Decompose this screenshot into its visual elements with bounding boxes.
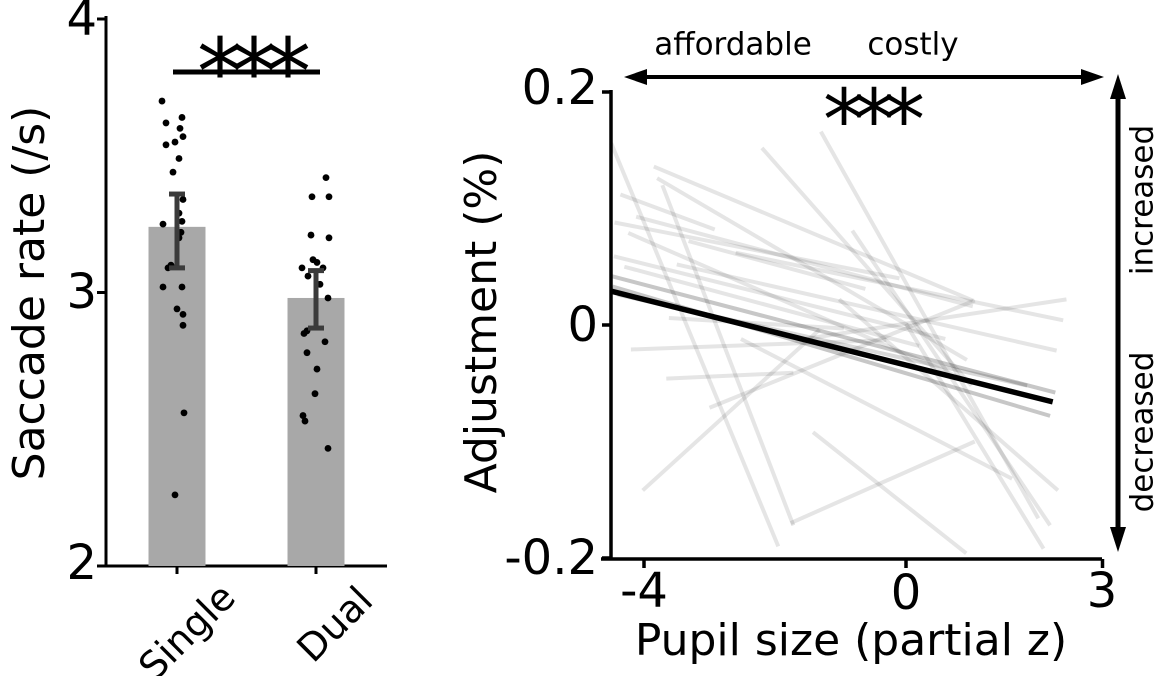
annotation-costly: costly (867, 26, 959, 63)
right-axes (601, 90, 1105, 568)
right-subject-lines (609, 130, 1067, 555)
left-ytick-2: 2 (66, 535, 97, 591)
right-xtick-0: 0 (890, 565, 922, 621)
right-ytick-0: 0 (567, 297, 598, 353)
left-significance-stars: *** (197, 19, 311, 126)
right-xtick-3: 3 (1086, 563, 1118, 619)
horizontal-cost-arrow (624, 69, 1104, 85)
left-ytick-3: 3 (66, 264, 97, 320)
right-ytick-neg02: -0.2 (504, 530, 598, 586)
right-y-axis-label: Adjustment (%) (456, 150, 507, 494)
right-xtick-neg4: -4 (620, 563, 668, 619)
annotation-affordable: affordable (654, 26, 812, 63)
right-x-axis-label: Pupil size (partial z) (634, 615, 1068, 666)
left-ytick-4: 4 (66, 0, 97, 47)
left-bars (148, 226, 345, 567)
right-ytick-02: 0.2 (521, 60, 598, 116)
right-mean-regression-line (610, 288, 1054, 405)
bar-single (148, 226, 206, 567)
left-error-bars (169, 191, 324, 331)
annotation-increased: increased (1124, 124, 1161, 276)
left-subject-dots (158, 97, 333, 499)
left-y-axis-label: Saccade rate (/s) (4, 105, 55, 481)
right-significance-stars: *** (823, 71, 925, 169)
bar-dual (287, 297, 345, 566)
vertical-adjustment-arrow (1110, 74, 1126, 552)
annotation-decreased: decreased (1124, 351, 1161, 513)
